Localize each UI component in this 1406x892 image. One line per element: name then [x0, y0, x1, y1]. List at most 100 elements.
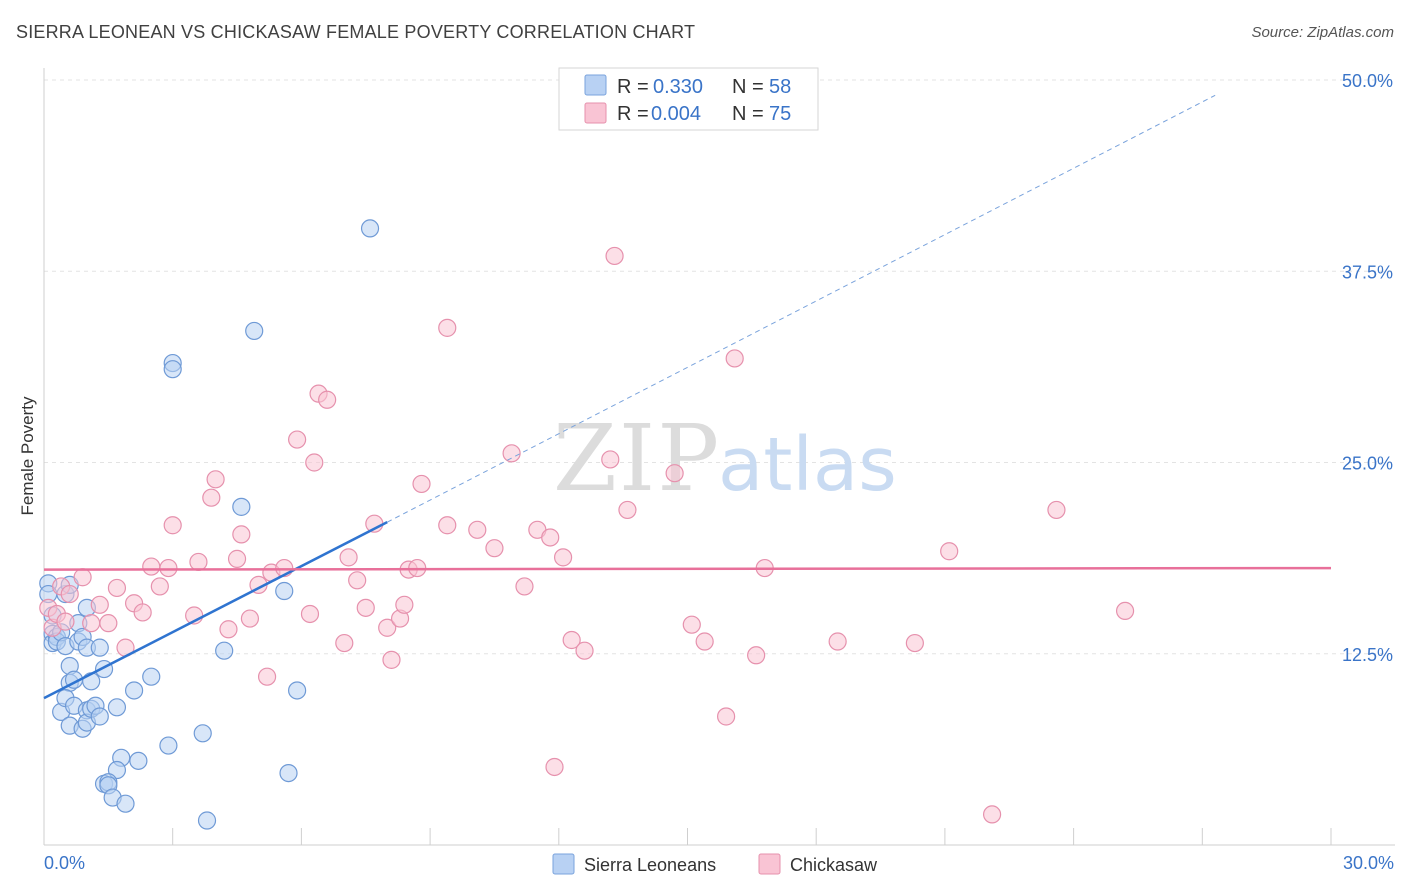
series-sierra-leoneans — [39, 219, 380, 830]
point-chickasaw — [1115, 601, 1135, 621]
point-chickasaw — [605, 246, 624, 266]
legend-n-label-chickasaw: N = — [732, 103, 764, 125]
watermark-atlas: atlas — [718, 422, 897, 508]
point-chickasaw — [257, 667, 277, 686]
point-chickasaw — [99, 614, 118, 633]
point-sierra-leoneans — [159, 736, 178, 755]
point-chickasaw — [189, 552, 208, 572]
point-sierra-leoneans — [90, 638, 109, 657]
trend-line-chickasaw — [43, 566, 1332, 571]
point-chickasaw — [232, 525, 251, 544]
point-chickasaw — [82, 614, 101, 633]
point-sierra-leoneans — [142, 667, 161, 686]
point-chickasaw — [665, 464, 684, 483]
point-chickasaw — [515, 577, 534, 596]
point-chickasaw — [717, 707, 736, 726]
bottom-legend-label-chickasaw: Chickasaw — [790, 855, 878, 875]
chart-title: SIERRA LEONEAN VS CHICKASAW FEMALE POVER… — [16, 22, 696, 42]
point-sierra-leoneans — [288, 681, 307, 700]
point-chickasaw — [219, 620, 238, 639]
point-sierra-leoneans — [279, 763, 298, 783]
point-chickasaw — [300, 604, 320, 624]
y-tick-label: 37.5% — [1342, 262, 1393, 282]
x-tick-label-max: 30.0% — [1343, 853, 1394, 873]
point-sierra-leoneans — [232, 497, 251, 516]
point-chickasaw — [90, 595, 109, 614]
x-tick-marks — [172, 828, 1332, 845]
point-chickasaw — [395, 595, 414, 614]
point-chickasaw — [60, 584, 79, 604]
trend-lines — [43, 94, 1332, 700]
point-sierra-leoneans — [82, 672, 101, 691]
legend-n-value-sierra: 58 — [769, 76, 791, 98]
point-sierra-leoneans — [107, 698, 127, 717]
trend-line-sierra-extension — [386, 94, 1216, 523]
point-sierra-leoneans — [116, 794, 135, 813]
point-sierra-leoneans — [197, 811, 217, 830]
point-chickasaw — [356, 598, 375, 617]
legend-n-label-sierra: N = — [732, 76, 764, 98]
point-chickasaw — [339, 548, 358, 567]
point-chickasaw — [227, 549, 247, 568]
point-sierra-leoneans — [360, 219, 380, 238]
point-chickasaw — [601, 450, 620, 469]
point-sierra-leoneans — [163, 360, 182, 379]
point-chickasaw — [335, 633, 354, 653]
bottom-legend-swatch-chickasaw — [758, 853, 781, 875]
point-chickasaw — [1047, 500, 1066, 520]
point-chickasaw — [202, 488, 221, 507]
point-sierra-leoneans — [245, 321, 264, 341]
y-tick-label: 12.5% — [1342, 645, 1393, 665]
point-chickasaw — [485, 539, 504, 558]
point-chickasaw — [133, 603, 152, 622]
x-tick-label-min: 0.0% — [44, 853, 85, 873]
point-sierra-leoneans — [129, 751, 148, 770]
point-chickasaw — [575, 641, 594, 660]
point-chickasaw — [502, 444, 521, 463]
point-chickasaw — [747, 646, 766, 665]
point-chickasaw — [541, 528, 560, 547]
point-sierra-leoneans — [193, 724, 212, 743]
point-chickasaw — [695, 632, 714, 651]
point-chickasaw — [240, 609, 260, 628]
legend-swatch-sierra — [584, 74, 607, 96]
y-tick-labels: 12.5% 25.0% 37.5% 50.0% — [1342, 71, 1393, 665]
point-sierra-leoneans — [124, 681, 144, 700]
point-chickasaw — [468, 520, 487, 539]
y-axis-label: Female Poverty — [18, 396, 37, 516]
point-sierra-leoneans — [215, 641, 234, 660]
legend-r-label-sierra: R = — [617, 76, 649, 98]
point-chickasaw — [206, 470, 225, 489]
point-chickasaw — [562, 630, 581, 650]
point-chickasaw — [305, 453, 324, 472]
point-chickasaw — [682, 615, 701, 634]
point-chickasaw — [438, 318, 457, 337]
point-chickasaw — [725, 349, 744, 368]
legend-swatch-chickasaw — [584, 102, 607, 124]
point-chickasaw — [382, 650, 401, 669]
series-chickasaw — [39, 246, 1135, 824]
point-sierra-leoneans — [90, 707, 109, 726]
point-sierra-leoneans — [275, 581, 294, 601]
point-chickasaw — [412, 474, 431, 494]
legend-n-value-chickasaw: 75 — [769, 103, 791, 125]
y-tick-label: 50.0% — [1342, 71, 1393, 91]
point-chickasaw — [828, 632, 847, 651]
point-chickasaw — [553, 548, 573, 567]
point-chickasaw — [618, 500, 637, 520]
point-chickasaw — [378, 618, 397, 637]
chart-source: Source: ZipAtlas.com — [1251, 24, 1394, 41]
point-chickasaw — [163, 516, 182, 535]
point-chickasaw — [73, 568, 92, 587]
y-tick-label: 25.0% — [1342, 454, 1393, 474]
bottom-legend-swatch-sierra — [552, 853, 575, 875]
point-chickasaw — [288, 430, 307, 449]
point-chickasaw — [56, 612, 75, 631]
bottom-legend: Sierra Leoneans Chickasaw — [552, 853, 878, 875]
trend-line-sierra — [43, 521, 388, 700]
point-chickasaw — [545, 757, 564, 777]
point-chickasaw — [905, 633, 924, 653]
bottom-legend-label-sierra: Sierra Leoneans — [584, 855, 716, 875]
point-chickasaw — [940, 542, 959, 561]
